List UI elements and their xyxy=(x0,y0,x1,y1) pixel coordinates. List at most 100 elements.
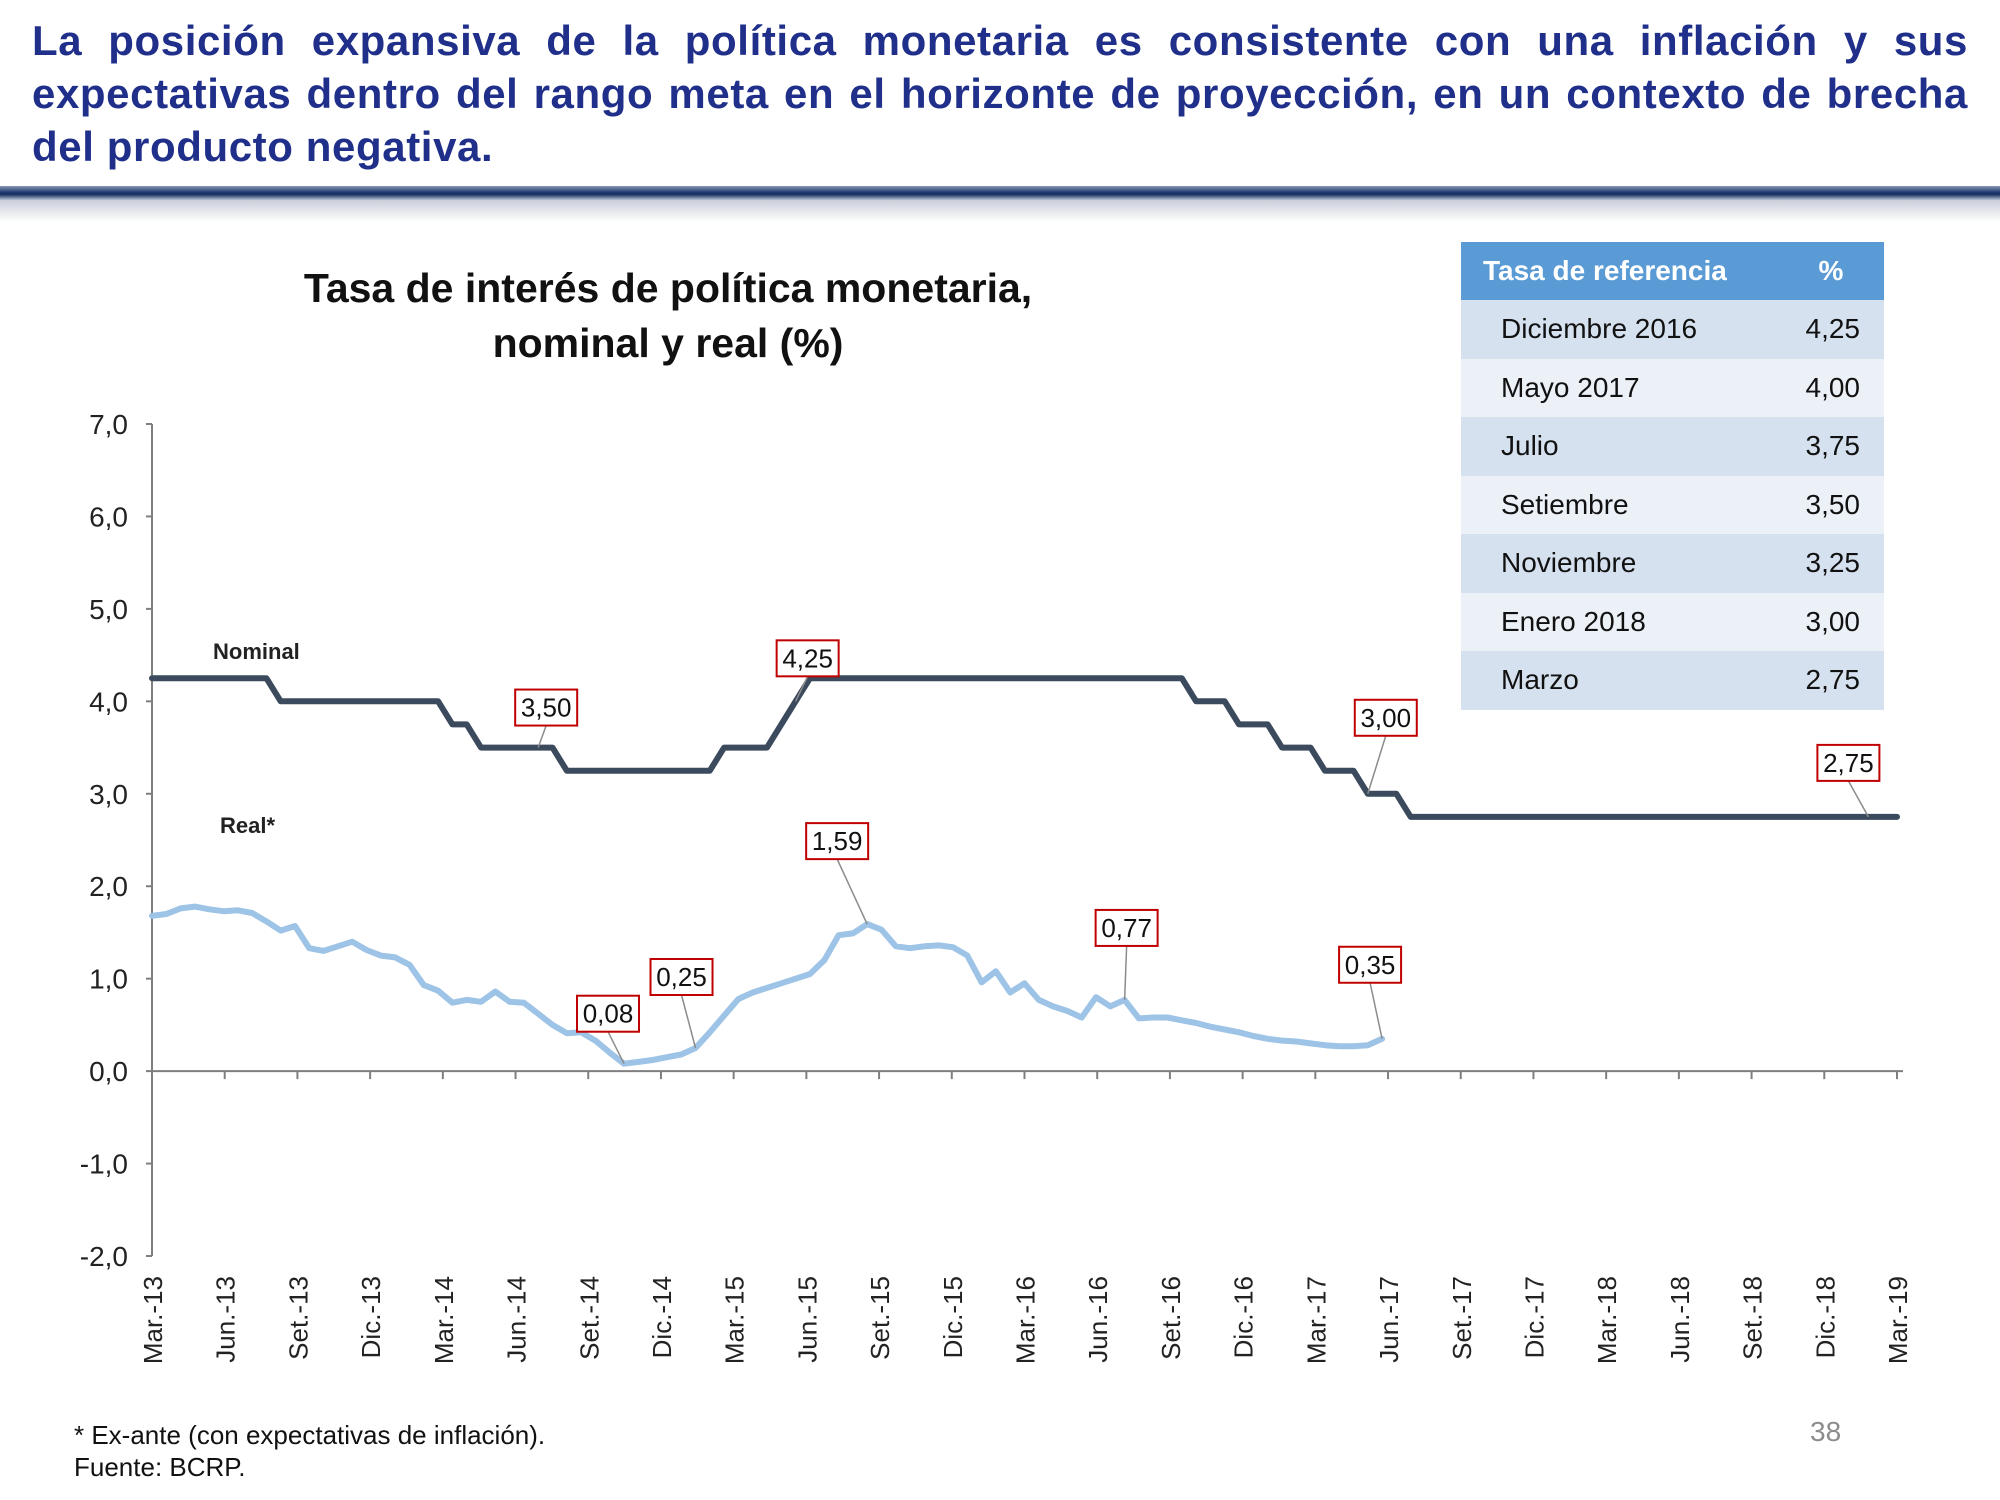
table-row: Mayo 2017 4,00 xyxy=(1461,358,1884,417)
data-label: 3,50 xyxy=(521,693,572,723)
table-cell-date: Setiembre xyxy=(1461,475,1787,534)
table-cell-rate: 3,75 xyxy=(1786,417,1884,476)
x-tick-label: Mar.-15 xyxy=(720,1276,750,1364)
slide-headline: La posición expansiva de la política mon… xyxy=(32,17,1968,170)
table-cell-date: Julio xyxy=(1461,417,1787,476)
table-cell-date: Mayo 2017 xyxy=(1461,358,1787,417)
table-row: Diciembre 2016 4,25 xyxy=(1461,300,1884,359)
table-header-row: Tasa de referencia % xyxy=(1461,242,1884,300)
x-tick-label: Dic.-14 xyxy=(647,1276,677,1358)
y-tick-label: 5,0 xyxy=(89,594,128,625)
y-tick-label: -2,0 xyxy=(80,1241,128,1272)
x-tick-label: Jun.-15 xyxy=(792,1276,822,1363)
data-label: 0,77 xyxy=(1101,913,1152,943)
footnote: * Ex-ante (con expectativas de inflación… xyxy=(74,1420,546,1450)
data-label-leader xyxy=(794,676,809,702)
table-header-percent: % xyxy=(1786,242,1884,300)
data-label-box xyxy=(576,994,641,1033)
x-tick-label: Dic.-17 xyxy=(1519,1276,1549,1358)
table-cell-rate: 4,00 xyxy=(1786,358,1884,417)
x-tick-label: Jun.-17 xyxy=(1374,1276,1404,1363)
table-row: Setiembre 3,50 xyxy=(1461,475,1884,534)
data-label-leader xyxy=(1847,780,1870,818)
series-label-real: Real* xyxy=(220,813,275,838)
x-tick-label: Set.-17 xyxy=(1447,1276,1477,1360)
y-tick-label: -1,0 xyxy=(80,1149,128,1180)
data-label-leader xyxy=(537,725,547,748)
x-tick-label: Jun.-14 xyxy=(502,1276,532,1363)
table-cell-rate: 4,25 xyxy=(1786,300,1884,359)
x-tick-label: Set.-14 xyxy=(574,1276,604,1360)
data-label-box xyxy=(1353,698,1418,737)
series-line-real xyxy=(149,903,1386,1067)
x-tick-label: Jun.-13 xyxy=(211,1276,241,1363)
series-label-nominal: Nominal xyxy=(213,639,300,664)
x-tick-label: Dic.-16 xyxy=(1229,1276,1259,1358)
data-label: 2,75 xyxy=(1823,748,1874,778)
x-tick-label: Set.-16 xyxy=(1156,1276,1186,1360)
table-cell-rate: 3,00 xyxy=(1786,592,1884,651)
x-tick-label: Jun.-18 xyxy=(1665,1276,1695,1363)
data-label: 1,59 xyxy=(812,826,863,856)
y-tick-label: 4,0 xyxy=(89,686,128,717)
data-label-box xyxy=(1816,743,1881,782)
data-label: 0,25 xyxy=(656,962,707,992)
table-row: Marzo 2,75 xyxy=(1461,651,1884,710)
data-label: 4,25 xyxy=(782,643,833,673)
chart-axes: 7,0 6,0 5,0 4,0 3,0 2,0 1,0 0,0 -1,0 -2,0 Mar.-13 J… xyxy=(80,409,1913,1364)
table-cell-date: Noviembre xyxy=(1461,534,1787,593)
data-label: 0,35 xyxy=(1345,950,1396,980)
data-label-box xyxy=(649,958,714,996)
data-label-leader xyxy=(607,1031,625,1065)
x-tick-label: Mar.-19 xyxy=(1883,1276,1913,1364)
table-header-label: Tasa de referencia xyxy=(1461,242,1787,300)
y-tick-label: 6,0 xyxy=(89,501,128,532)
page-number: 38 xyxy=(1810,1416,1842,1447)
y-tick-label: 1,0 xyxy=(89,964,128,995)
table-cell-rate: 3,25 xyxy=(1786,534,1884,593)
x-tick-label: Dic.-18 xyxy=(1810,1276,1840,1358)
table-row: Noviembre 3,25 xyxy=(1461,534,1884,593)
x-tick-label: Mar.-14 xyxy=(429,1276,459,1364)
y-tick-label: 0,0 xyxy=(89,1056,128,1087)
chart-title: Tasa de interés de política monetaria, xyxy=(304,265,1032,311)
table-cell-rate: 2,75 xyxy=(1786,651,1884,710)
data-label: 3,00 xyxy=(1360,703,1411,733)
x-tick-label: Jun.-16 xyxy=(1083,1276,1113,1363)
data-label-leader xyxy=(680,994,697,1049)
table-cell-date: Diciembre 2016 xyxy=(1461,300,1787,359)
x-tick-label: Mar.-16 xyxy=(1011,1276,1041,1364)
data-label-leader xyxy=(1367,735,1387,795)
table-cell-date: Marzo xyxy=(1461,651,1787,710)
data-labels: 3,50 4,25 3,00 2,75 0,08 0,25 1,59 0,77 0,35 xyxy=(514,639,1881,1065)
x-tick-label: Dic.-13 xyxy=(356,1276,386,1358)
series-line-nominal xyxy=(149,675,1900,820)
x-tick-label: Set.-13 xyxy=(283,1276,313,1360)
table-cell-rate: 3,50 xyxy=(1786,475,1884,534)
data-label-leader xyxy=(1123,945,1128,1000)
x-tick-label: Dic.-15 xyxy=(938,1276,968,1358)
chart-subtitle: nominal y real (%) xyxy=(493,320,844,366)
data-label-leader xyxy=(836,858,868,925)
data-label-box xyxy=(775,639,840,678)
x-tick-label: Set.-18 xyxy=(1738,1276,1768,1360)
table-row: Julio 3,75 xyxy=(1461,417,1884,476)
x-tick-label: Set.-15 xyxy=(865,1276,895,1360)
data-label-box xyxy=(1094,908,1159,947)
y-tick-label: 2,0 xyxy=(89,871,128,902)
header-divider xyxy=(0,186,2000,200)
data-label-box xyxy=(514,688,579,727)
x-tick-label: Mar.-13 xyxy=(138,1276,168,1364)
y-tick-label: 3,0 xyxy=(89,779,128,810)
y-tick-label: 7,0 xyxy=(89,409,128,440)
source-note: Fuente: BCRP. xyxy=(74,1452,246,1482)
header-divider-shadow xyxy=(0,200,2000,222)
reference-rate-table: Tasa de referencia % Diciembre 2016 4,25… xyxy=(1461,242,1884,710)
chart-series xyxy=(149,675,1900,1067)
data-label-box xyxy=(805,822,870,861)
x-tick-label: Mar.-17 xyxy=(1301,1276,1331,1364)
x-tick-label: Mar.-18 xyxy=(1592,1276,1622,1364)
table-row: Enero 2018 3,00 xyxy=(1461,592,1884,651)
data-label: 0,08 xyxy=(583,999,634,1029)
